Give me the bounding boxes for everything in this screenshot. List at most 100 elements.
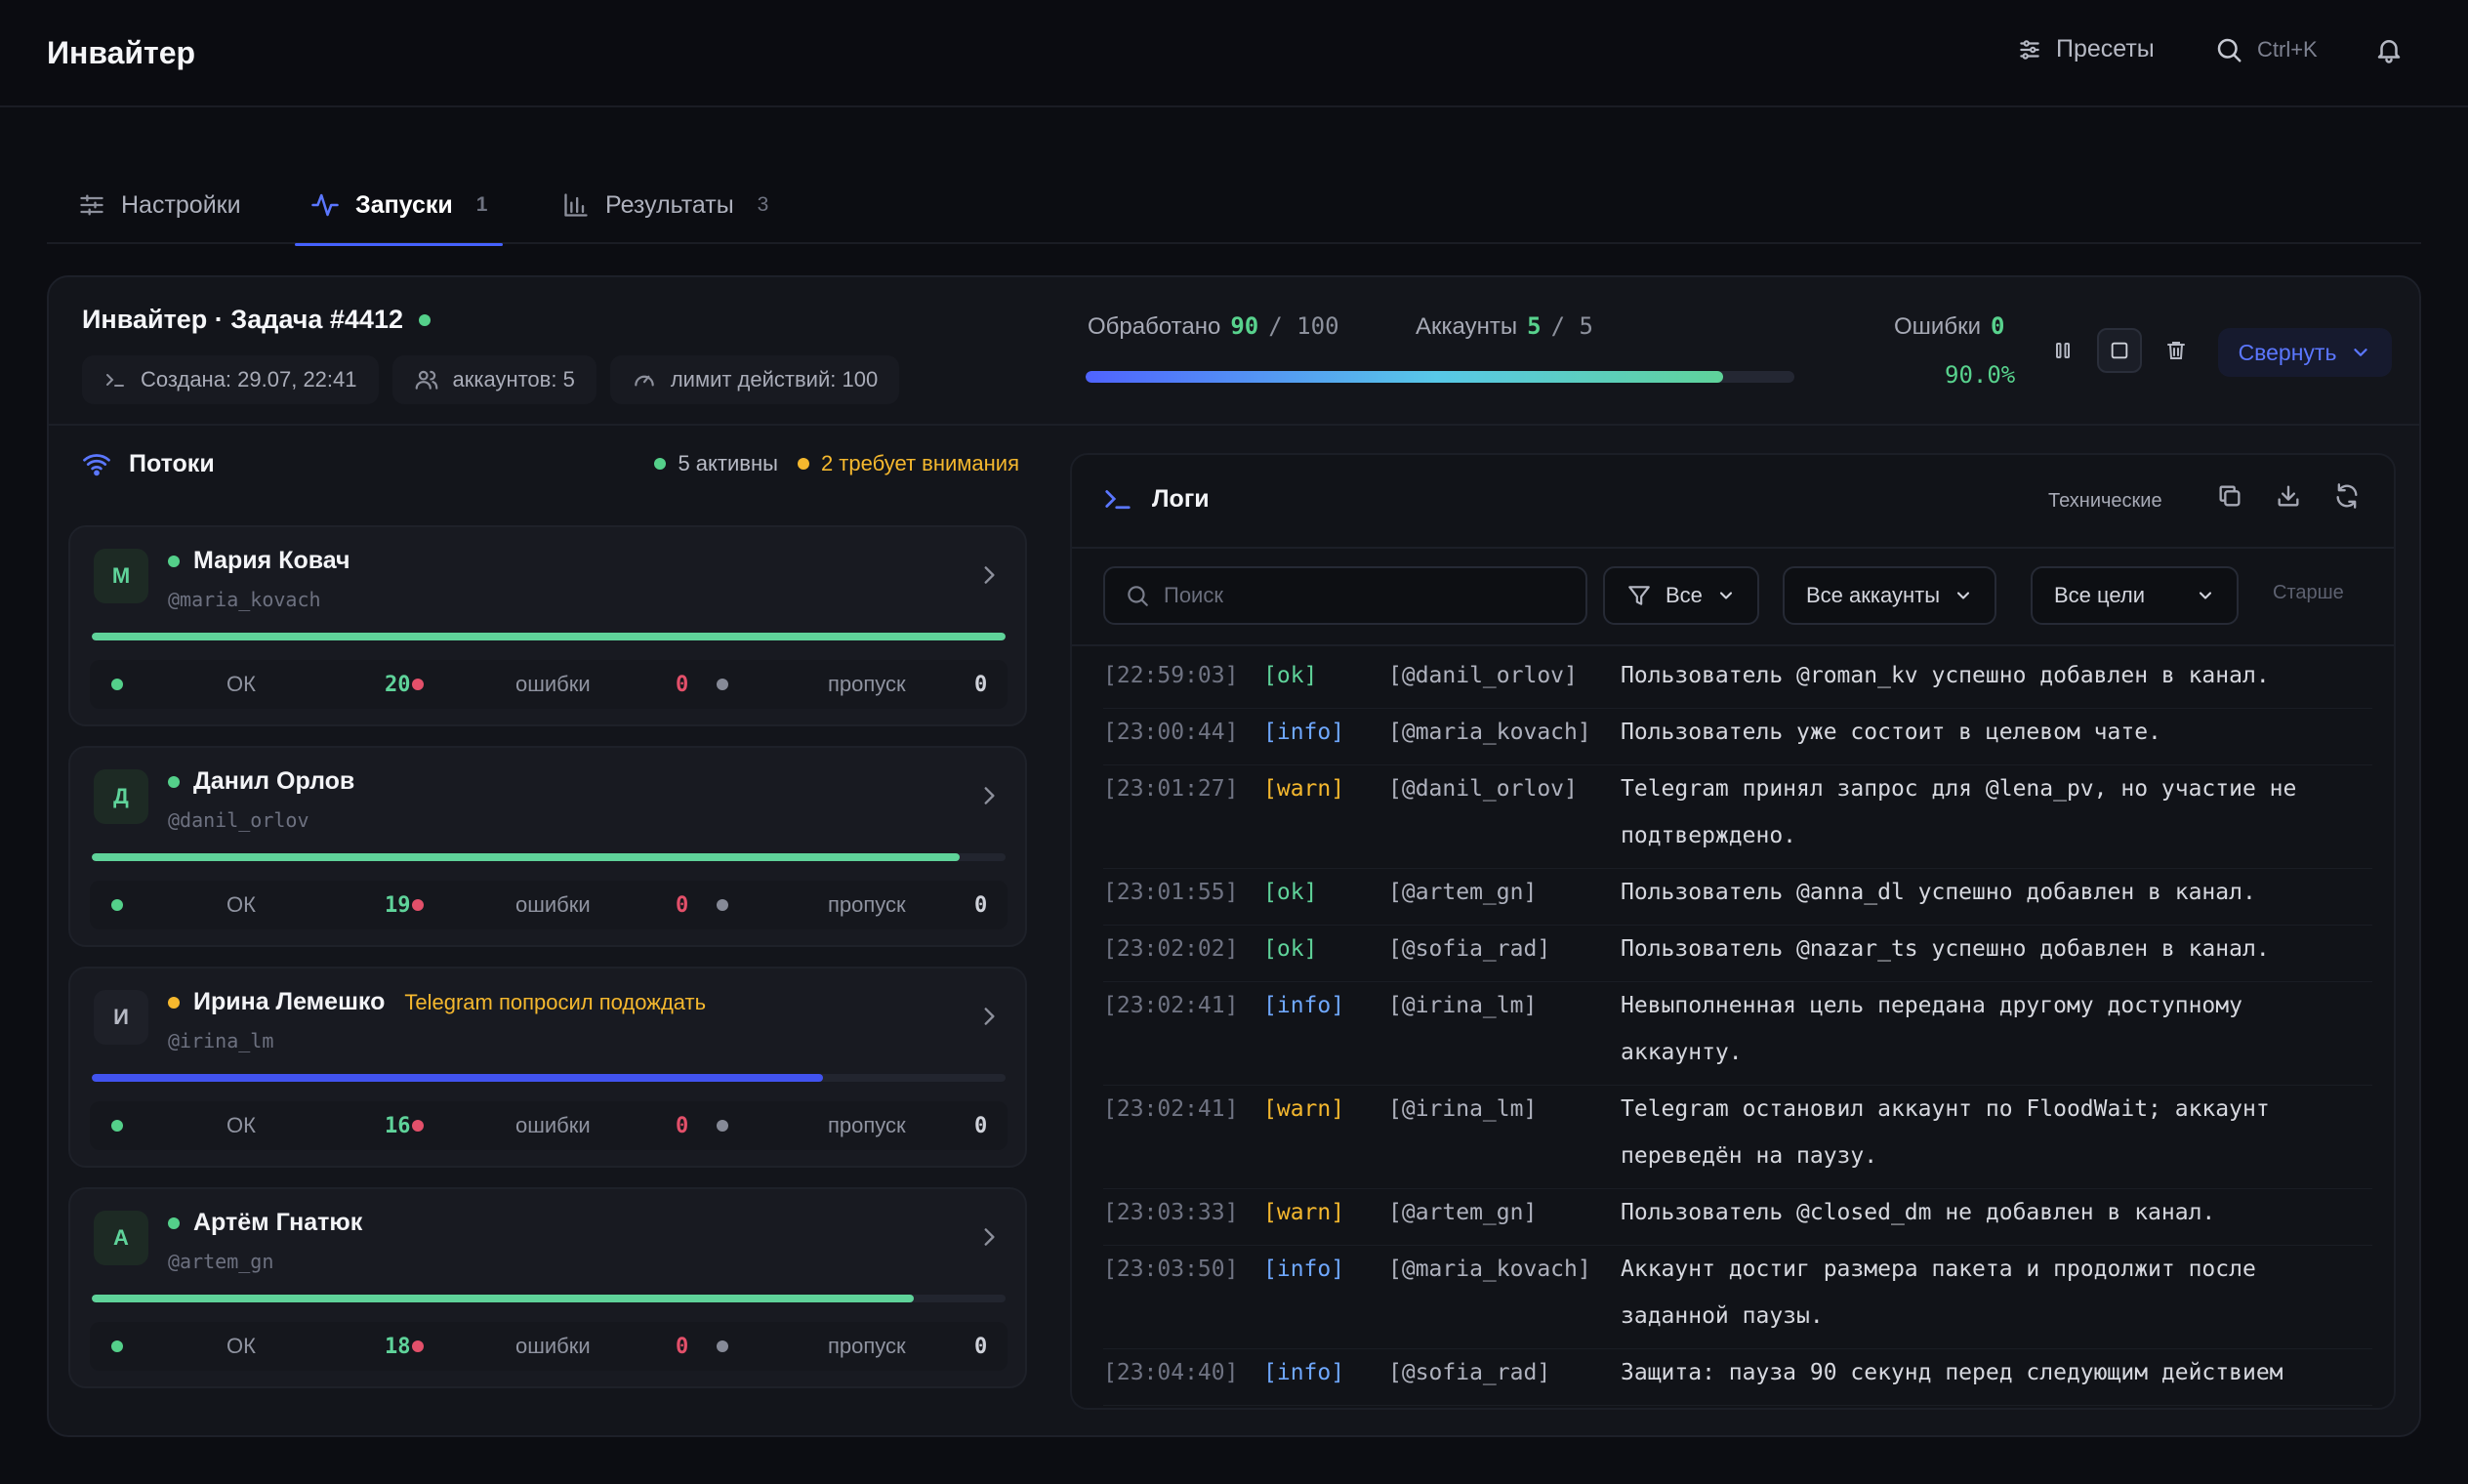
log-message-line: Пользователь уже состоит в целевом чате. [1621, 720, 2161, 745]
chevron-right-icon[interactable] [976, 783, 1002, 808]
accounts-chip: аккаунтов: 5 [391, 355, 596, 404]
errors-label: ошибки [515, 1334, 591, 1358]
processed-stat: Обработано 90 / 100 [1088, 312, 1339, 341]
presets-button[interactable]: Пресеты [2017, 35, 2155, 63]
activity-icon [310, 190, 340, 220]
log-time: [23:00:44] [1103, 720, 1239, 745]
global-search-button[interactable]: Ctrl+K [2214, 35, 2318, 64]
sliders-icon [2017, 37, 2042, 62]
filter-icon [1626, 583, 1652, 608]
avatar: А [94, 1211, 148, 1265]
stream-progress [92, 853, 1006, 861]
stream-progress-fill [92, 853, 961, 861]
copy-logs-button[interactable] [2216, 482, 2243, 510]
copy-icon [2216, 482, 2243, 510]
delete-button[interactable] [2154, 328, 2199, 373]
log-account: [@sofia_rad] [1388, 1360, 1551, 1385]
stream-card[interactable]: А Артём Гнатюк @artem_gn ОК 18 ошибки 0 пропуск… [68, 1187, 1027, 1388]
older-sort-button[interactable]: Старше [2273, 582, 2344, 603]
job-card: Инвайтер · Задача #4412 Создана: 29.07, … [47, 275, 2421, 1437]
log-message-line: Telegram остановил аккаунт по FloodWait;… [1621, 1096, 2270, 1122]
log-time: [23:01:27] [1103, 776, 1239, 802]
limit-text: лимит действий: 100 [670, 367, 879, 392]
logs-header: Логи [1103, 484, 1210, 514]
download-logs-button[interactable] [2275, 482, 2302, 510]
active-dot [654, 458, 667, 470]
tab-label: Результаты [605, 190, 734, 219]
log-level: [info] [1263, 993, 1345, 1018]
pause-button[interactable] [2040, 328, 2085, 373]
stream-handle: @irina_lm [168, 1029, 274, 1052]
bar-chart-icon [562, 191, 590, 219]
log-level: [warn] [1263, 776, 1345, 802]
download-icon [2275, 482, 2302, 510]
stream-card[interactable]: М Мария Ковач @maria_kovach ОК 20 ошибки 0 проп… [68, 525, 1027, 726]
ok-count: 16 [385, 1113, 411, 1138]
ok-dot [111, 881, 123, 929]
stream-card[interactable]: Д Данил Орлов @danil_orlov ОК 19 ошибки 0 пропу… [68, 746, 1027, 947]
log-row: [23:04:40] [info] [@sofia_rad] Защита: пауз… [1103, 1349, 2372, 1406]
chevron-right-icon[interactable] [976, 1004, 1002, 1029]
accounts-filter-select[interactable]: Все аккаунты [1783, 566, 1997, 625]
tab-count: 3 [757, 193, 769, 216]
log-time: [23:03:33] [1103, 1200, 1239, 1225]
tab-count: 1 [475, 193, 488, 216]
errors-count: 0 [676, 1334, 689, 1359]
log-account: [@danil_orlov] [1388, 663, 1578, 688]
overall-progress [1086, 371, 1794, 383]
log-message: Пользователь @nazar_ts успешно добавлен … [1621, 926, 2363, 972]
ok-dot [111, 660, 123, 709]
logs-search-input[interactable]: Поиск [1103, 566, 1587, 625]
technical-toggle[interactable]: Технические [2048, 490, 2162, 512]
tab-results[interactable]: Результаты 3 [562, 166, 768, 244]
skip-label: пропуск [828, 1113, 906, 1137]
log-message: Пользователь @closed_dm не добавлен в ка… [1621, 1189, 2363, 1236]
log-level: [ok] [1263, 936, 1318, 962]
log-level: [info] [1263, 1257, 1345, 1282]
bell-icon [2374, 35, 2404, 64]
tab-settings[interactable]: Настройки [78, 166, 241, 244]
errors-count: 0 [676, 892, 689, 918]
log-level: [warn] [1263, 1200, 1345, 1225]
log-message: Telegram остановил аккаунт по FloodWait;… [1621, 1086, 2363, 1179]
stream-progress [92, 1295, 1006, 1302]
stop-button[interactable] [2097, 328, 2142, 373]
stream-progress [92, 633, 1006, 640]
stream-handle: @artem_gn [168, 1250, 274, 1273]
collapse-button[interactable]: Свернуть [2218, 328, 2392, 377]
targets-filter-select[interactable]: Все цели [2031, 566, 2240, 625]
log-time: [23:03:50] [1103, 1257, 1239, 1282]
stream-progress-fill [92, 633, 1006, 640]
stream-stats: ОК 16 ошибки 0 пропуск 0 [90, 1101, 1008, 1150]
stream-name: Мария Ковач [193, 547, 350, 574]
chevron-right-icon[interactable] [976, 1224, 1002, 1250]
tab-runs[interactable]: Запуски 1 [294, 166, 504, 246]
log-row: [23:01:55] [ok] [@artem_gn] Пользователь @a… [1103, 869, 2372, 926]
skip-count: 0 [974, 892, 988, 918]
chevron-right-icon[interactable] [976, 562, 1002, 588]
created-text: Создана: 29.07, 22:41 [141, 367, 357, 392]
ok-dot [111, 1322, 123, 1371]
streams-title: Потоки [129, 449, 215, 477]
stream-status-dot [168, 775, 180, 788]
log-account: [@maria_kovach] [1388, 1257, 1591, 1282]
stream-card[interactable]: И Ирина Лемешко Telegram попросил подождат… [68, 967, 1027, 1168]
log-level: [warn] [1263, 1096, 1345, 1122]
processed-label: Обработано [1088, 313, 1221, 340]
refresh-logs-button[interactable] [2333, 482, 2361, 510]
limit-chip: лимит действий: 100 [609, 355, 900, 404]
attention-dot [797, 458, 809, 470]
job-title: Инвайтер · Задача #4412 [82, 305, 431, 335]
log-account: [@irina_lm] [1388, 993, 1538, 1018]
chevron-down-icon [1716, 586, 1736, 605]
log-account: [@irina_lm] [1388, 1096, 1538, 1122]
app-title: Инвайтер [47, 35, 196, 70]
skip-dot [717, 881, 728, 929]
log-row: [22:59:03] [ok] [@danil_orlov] Пользователь… [1103, 652, 2372, 709]
stream-stats: ОК 19 ошибки 0 пропуск 0 [90, 881, 1008, 929]
level-filter-select[interactable]: Все [1603, 566, 1759, 625]
notifications-button[interactable] [2374, 35, 2404, 64]
log-message-line: Аккаунт достиг размера пакета и продолжи… [1621, 1257, 2256, 1282]
log-message-line: Пользователь @nazar_ts успешно добавлен … [1621, 936, 2270, 962]
log-time: [23:02:02] [1103, 936, 1239, 962]
